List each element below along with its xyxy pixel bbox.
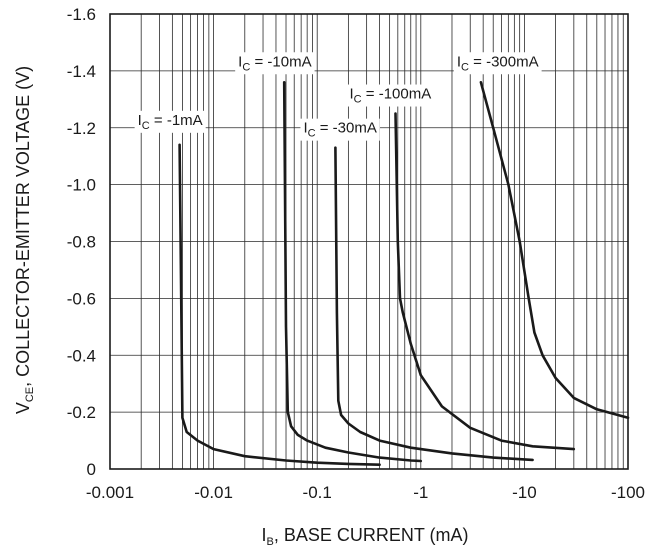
x-tick-label: -0.001 xyxy=(86,483,134,502)
y-tick-label: -0.6 xyxy=(67,289,96,308)
curves xyxy=(180,82,628,464)
series-line xyxy=(180,145,380,465)
y-tick-label: -1.6 xyxy=(67,5,96,24)
x-tick-label: -0.01 xyxy=(194,483,233,502)
series-line xyxy=(481,82,628,418)
y-tick-label: -1.4 xyxy=(67,62,96,81)
x-tick-label: -100 xyxy=(611,483,645,502)
y-tick-label: -1.2 xyxy=(67,119,96,138)
series-line xyxy=(396,114,574,450)
y-tick-label: -0.8 xyxy=(67,233,96,252)
y-tick-label: -0.2 xyxy=(67,403,96,422)
grid xyxy=(110,14,628,469)
y-tick-label: 0 xyxy=(87,460,96,479)
y-tick-label: -1.0 xyxy=(67,176,96,195)
x-tick-label: -0.1 xyxy=(303,483,332,502)
x-tick-label: -1 xyxy=(413,483,428,502)
series-line xyxy=(335,148,532,460)
x-axis-title: IB, BASE CURRENT (mA) xyxy=(261,525,468,548)
y-axis-title: VCE, COLLECTOR-EMITTER VOLTAGE (V) xyxy=(13,66,36,414)
y-tick-label: -0.4 xyxy=(67,346,96,365)
x-tick-label: -10 xyxy=(512,483,537,502)
